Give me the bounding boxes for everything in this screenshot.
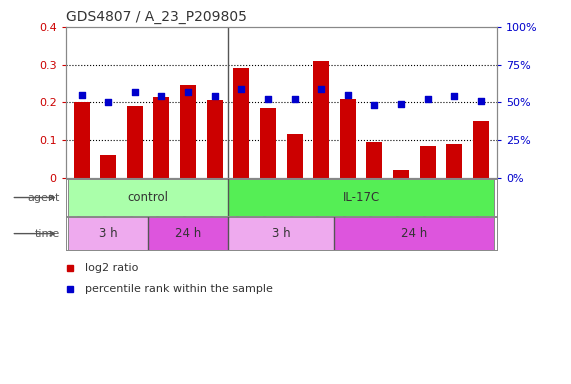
Bar bbox=[228, 179, 494, 216]
Point bbox=[130, 89, 139, 95]
Point bbox=[423, 96, 432, 103]
Text: 24 h: 24 h bbox=[175, 227, 201, 240]
Text: log2 ratio: log2 ratio bbox=[85, 263, 138, 273]
Bar bbox=[446, 144, 462, 178]
Point bbox=[370, 102, 379, 108]
Point bbox=[343, 92, 352, 98]
Text: percentile rank within the sample: percentile rank within the sample bbox=[85, 284, 273, 294]
Text: GDS4807 / A_23_P209805: GDS4807 / A_23_P209805 bbox=[66, 10, 247, 25]
Point bbox=[449, 93, 459, 99]
Text: IL-17C: IL-17C bbox=[343, 191, 380, 204]
Text: control: control bbox=[128, 191, 168, 204]
Point bbox=[263, 96, 272, 103]
Text: 3 h: 3 h bbox=[272, 227, 291, 240]
Point bbox=[476, 98, 485, 104]
Point bbox=[290, 96, 299, 103]
Bar bbox=[393, 170, 409, 178]
Bar bbox=[148, 217, 228, 250]
Point bbox=[157, 93, 166, 99]
Bar bbox=[100, 155, 116, 178]
Point bbox=[237, 86, 246, 92]
Text: time: time bbox=[35, 228, 60, 238]
Text: agent: agent bbox=[27, 192, 60, 202]
Bar bbox=[367, 142, 383, 178]
Bar bbox=[207, 101, 223, 178]
Bar bbox=[473, 121, 489, 178]
Point bbox=[77, 92, 86, 98]
Bar bbox=[420, 146, 436, 178]
Bar bbox=[127, 106, 143, 178]
Bar bbox=[313, 61, 329, 178]
Point bbox=[210, 93, 219, 99]
Bar bbox=[335, 217, 494, 250]
Bar bbox=[228, 217, 335, 250]
Point bbox=[396, 101, 405, 107]
Bar bbox=[287, 134, 303, 178]
Bar bbox=[74, 102, 90, 178]
Point bbox=[104, 99, 113, 105]
Bar bbox=[180, 85, 196, 178]
Bar bbox=[69, 217, 148, 250]
Bar bbox=[234, 68, 250, 178]
Bar bbox=[340, 99, 356, 178]
Bar bbox=[260, 108, 276, 178]
Point bbox=[316, 86, 325, 92]
Bar bbox=[69, 179, 228, 216]
Point bbox=[183, 89, 192, 95]
Text: 24 h: 24 h bbox=[401, 227, 428, 240]
Text: 3 h: 3 h bbox=[99, 227, 118, 240]
Bar bbox=[154, 97, 170, 178]
